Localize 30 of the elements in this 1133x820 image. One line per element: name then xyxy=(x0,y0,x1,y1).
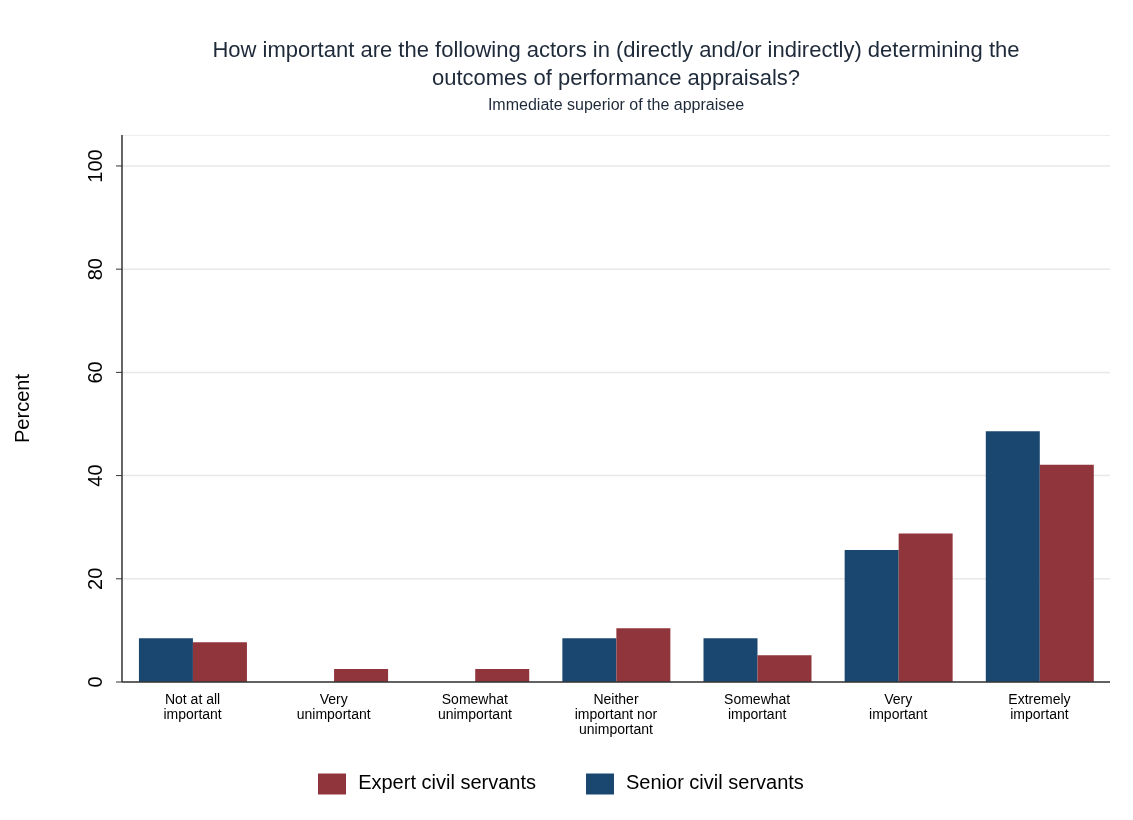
y-tick-label: 0 xyxy=(84,676,106,688)
x-tick-label: Not at all important xyxy=(163,691,222,722)
y-tick-label: 80 xyxy=(84,258,106,281)
bar xyxy=(703,638,758,682)
bar xyxy=(562,638,617,682)
bar xyxy=(334,669,389,682)
bar xyxy=(898,533,953,682)
chart-title: How important are the following actors in (directly and/or indirectly) determining the outcomes of performance appraisals? xyxy=(211,36,1021,92)
bar xyxy=(844,549,899,682)
x-tick-label: Somewhat important xyxy=(724,691,791,722)
legend-label: Senior civil servants xyxy=(626,771,804,794)
y-axis-title: Percent xyxy=(11,373,34,443)
bar xyxy=(757,655,812,682)
x-tick-label: Extremely important xyxy=(1008,691,1071,722)
x-tick-label: Somewhat unimportant xyxy=(437,691,512,722)
y-tick-label: 100 xyxy=(84,149,106,183)
legend-label: Expert civil servants xyxy=(358,771,536,794)
bar xyxy=(616,628,671,682)
y-tick-label: 20 xyxy=(84,567,106,590)
x-tick-label: Very important xyxy=(869,691,928,722)
bar xyxy=(138,638,193,682)
bar xyxy=(985,431,1040,682)
x-tick-label: Very unimportant xyxy=(296,691,371,722)
bar xyxy=(1039,464,1094,682)
y-tick-label: 60 xyxy=(84,361,106,384)
bar xyxy=(475,669,530,682)
bar xyxy=(192,642,247,682)
chart-subtitle: Immediate superior of the appraisee xyxy=(486,96,746,114)
x-tick-label: Neither important nor unimportant xyxy=(574,691,658,737)
y-tick-label: 40 xyxy=(84,464,106,487)
